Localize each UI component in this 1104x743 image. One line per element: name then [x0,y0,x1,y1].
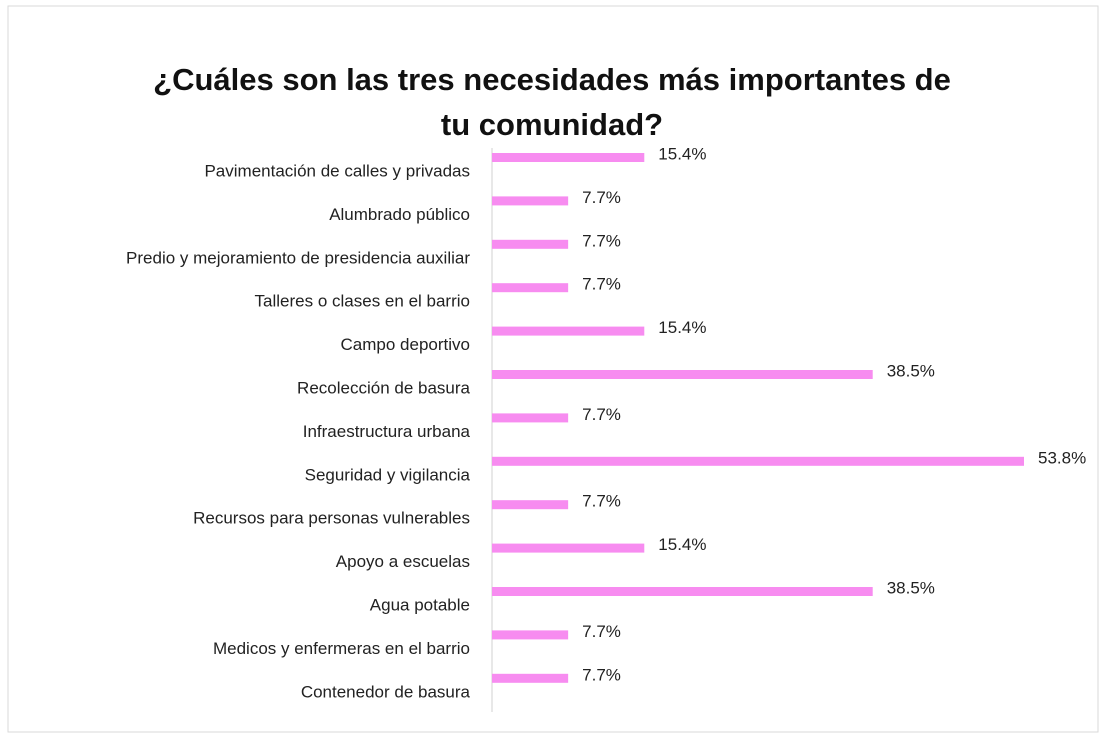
data-label: 38.5% [887,361,935,380]
data-label: 15.4% [658,535,706,554]
category-label: Contenedor de basura [301,682,471,701]
chart-border [7,5,1099,733]
bar [492,456,1024,466]
bar [492,326,645,336]
bar [492,239,569,249]
category-label: Recursos para personas vulnerables [193,509,470,528]
bar [492,673,569,683]
bar [492,587,873,596]
category-label: Seguridad y vigilancia [305,465,471,484]
data-label: 53.8% [1038,448,1086,467]
data-label: 7.7% [582,275,621,294]
data-label: 7.7% [582,665,621,684]
category-label: Talleres o clases en el barrio [255,292,470,311]
data-label: 7.7% [582,622,621,641]
category-label: Medicos y enfermeras en el barrio [213,639,470,658]
bar [492,500,569,510]
data-label: 7.7% [582,492,621,511]
data-label: 7.7% [582,405,621,424]
bar [492,630,569,640]
bar [492,153,645,162]
category-label: Recolección de basura [297,378,470,397]
category-label: Campo deportivo [341,335,470,354]
bar [492,413,569,423]
data-label: 7.7% [582,231,621,250]
bar [492,370,873,379]
bar [492,283,569,293]
chart-title: ¿Cuáles son las tres necesidades más imp… [153,62,951,142]
category-label: Apoyo a escuelas [336,552,470,571]
category-label: Infraestructura urbana [303,422,471,441]
category-label: Alumbrado público [329,205,470,224]
data-label: 7.7% [582,188,621,207]
data-label: 15.4% [658,318,706,337]
category-label: Agua potable [370,595,470,614]
bar [492,543,645,553]
category-label: Pavimentación de calles y privadas [204,161,470,180]
data-label: 15.4% [658,144,706,163]
bar [492,196,569,206]
data-label: 38.5% [887,578,935,597]
category-label: Predio y mejoramiento de presidencia aux… [126,248,470,267]
